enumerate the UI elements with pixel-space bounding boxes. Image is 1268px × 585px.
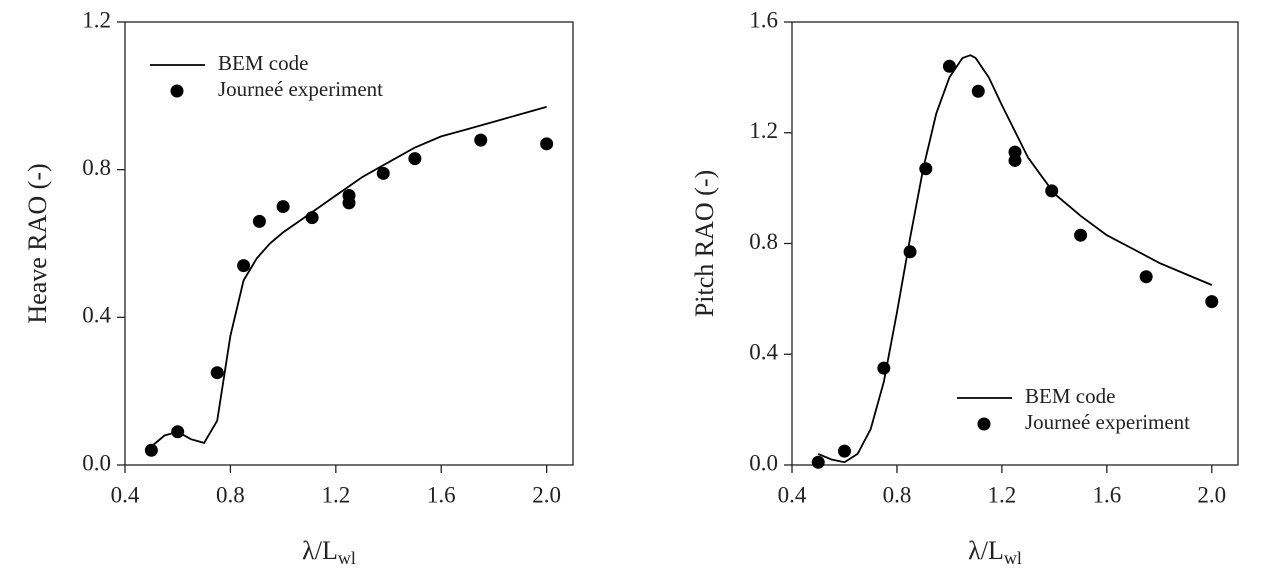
data-point [376, 166, 390, 180]
data-point [971, 84, 985, 98]
data-point [210, 366, 224, 380]
data-point [811, 455, 825, 469]
x-tick-label: 1.6 [427, 482, 456, 507]
data-point [252, 214, 266, 228]
data-point [919, 162, 933, 176]
y-axis-label: Heave RAO (-) [23, 163, 52, 323]
x-axis-label-main: λ/L [968, 536, 1004, 565]
x-axis-label-sub: wl [338, 548, 356, 568]
data-point [540, 137, 554, 151]
data-point [474, 133, 488, 147]
x-tick-label: 0.4 [111, 482, 140, 507]
data-point [1205, 295, 1219, 309]
x-tick-label: 1.2 [988, 482, 1017, 507]
data-point [408, 152, 422, 166]
legend-label: BEM code [1025, 384, 1115, 408]
data-point [1008, 153, 1022, 167]
data-point [903, 245, 917, 259]
data-point [1139, 270, 1153, 284]
x-axis-label: λ/Lwl [968, 536, 1022, 568]
y-tick-label: 1.6 [749, 7, 778, 32]
chart: 0.4 0.8 1.2 1.6 2.00.00.40.81.21.6λ/LwlPitch… [690, 7, 1239, 568]
data-point [305, 211, 319, 225]
legend-label: BEM code [218, 51, 308, 75]
legend-label: Journeé experiment [218, 77, 383, 101]
data-point [1045, 184, 1059, 198]
data-point [877, 361, 891, 375]
x-axis-label-sub: wl [1004, 548, 1022, 568]
x-tick-label: 0.8 [216, 482, 245, 507]
x-tick-label: 0.4 [778, 482, 807, 507]
x-axis-label-main: λ/L [302, 536, 338, 565]
x-tick-label: 1.2 [321, 482, 350, 507]
y-tick-label: 0.4 [82, 303, 111, 328]
data-point [171, 425, 185, 439]
data-point [1074, 228, 1088, 242]
bem-line [817, 54, 1213, 464]
y-tick-label: 0.0 [82, 450, 111, 475]
data-point [237, 259, 251, 273]
y-tick-label: 0.0 [749, 450, 778, 475]
data-point [144, 443, 158, 457]
y-axis-label: Pitch RAO (-) [690, 170, 719, 317]
x-tick-label: 2.0 [532, 482, 561, 507]
legend-marker [170, 84, 184, 98]
data-point [942, 59, 956, 73]
y-tick-label: 0.8 [749, 229, 778, 254]
data-point [342, 196, 356, 210]
plot-frame [124, 21, 574, 466]
y-tick-label: 1.2 [749, 118, 778, 143]
bem-line [150, 106, 547, 448]
y-tick-label: 0.4 [749, 340, 778, 365]
data-point [837, 444, 851, 458]
y-tick-label: 0.8 [82, 155, 111, 180]
legend-marker [977, 417, 991, 431]
x-tick-label: 1.6 [1092, 482, 1121, 507]
x-axis-label: λ/Lwl [302, 536, 356, 568]
data-point [276, 200, 290, 214]
x-tick-label: 0.8 [883, 482, 912, 507]
plot-frame [791, 21, 1239, 466]
legend-label: Journeé experiment [1025, 410, 1190, 434]
x-tick-label: 2.0 [1197, 482, 1226, 507]
y-tick-label: 1.2 [82, 7, 111, 32]
